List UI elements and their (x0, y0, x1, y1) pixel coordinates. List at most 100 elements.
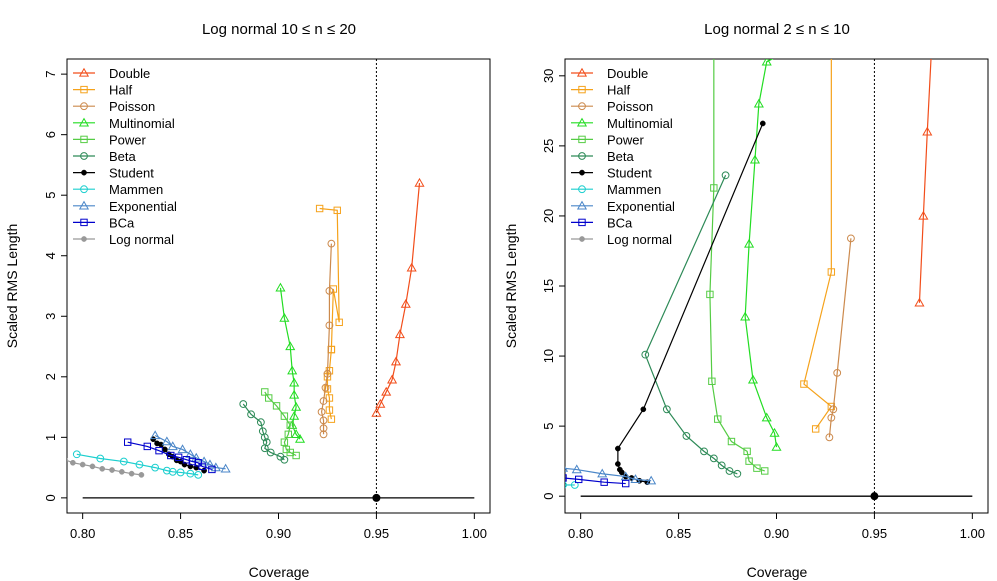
point-multinomial (294, 433, 306, 443)
point-beta (256, 418, 265, 427)
legend-marker (576, 200, 588, 210)
series-line-poisson (828, 238, 852, 438)
series-line-poisson (320, 243, 332, 435)
series-power-right (706, 59, 769, 475)
chart-title-right: Log normal 2 ≤ n ≤ 10 (704, 21, 850, 38)
point-mammen (151, 463, 160, 472)
legend-item-beta: Beta (73, 149, 137, 164)
legend-item-power: Power (571, 132, 645, 147)
legend-marker (578, 152, 586, 160)
point-multinomial (285, 341, 296, 351)
point-student (615, 461, 621, 467)
x-tick-label-left: 0.80 (70, 526, 95, 541)
legend-label: Poisson (607, 99, 653, 114)
point-mammen (119, 457, 128, 466)
series-line-beta (242, 403, 285, 461)
point-beta (725, 467, 734, 475)
point-log-normal (89, 463, 96, 470)
legend-label: Poisson (109, 99, 155, 114)
y-axis-label-left: Scaled RMS Length (4, 224, 20, 349)
legend-label: Student (109, 166, 154, 181)
point-power (710, 184, 718, 192)
legend-marker (78, 67, 90, 77)
series-beta-left (239, 400, 289, 464)
legend-label: Log normal (109, 232, 174, 247)
point-log-normal (128, 470, 135, 477)
legend-item-bca: BCa (73, 215, 135, 230)
point-bca (194, 459, 202, 467)
legend-item-poisson: Poisson (571, 99, 653, 114)
legend-item-log-normal: Log normal (571, 232, 672, 247)
y-tick-label-left: 6 (43, 131, 58, 138)
point-beta (239, 400, 248, 408)
legend-label: Log normal (607, 232, 672, 247)
point-student (615, 445, 621, 452)
legend-marker (80, 85, 88, 94)
point-exponential (630, 474, 641, 484)
series-power-left (261, 388, 300, 460)
point-poisson (319, 424, 328, 433)
point-poisson (833, 368, 842, 377)
point-half (811, 425, 820, 433)
point-beta (700, 447, 708, 456)
point-double (414, 177, 425, 187)
point-double (390, 356, 402, 366)
point-exponential (161, 436, 172, 446)
point-double (394, 329, 405, 339)
x-tick-label-right: 0.95 (862, 526, 887, 541)
chart-title-left: Log normal 10 ≤ n ≤ 20 (202, 21, 356, 38)
point-power (753, 464, 761, 472)
point-mammen (96, 454, 105, 463)
point-mammen (168, 467, 177, 476)
point-power (761, 467, 769, 475)
point-multinomial (769, 427, 780, 437)
point-student (616, 466, 623, 473)
series-line-bca (127, 441, 213, 470)
point-double (371, 407, 382, 417)
plot-marks-right (565, 59, 973, 513)
legend-label: Half (109, 83, 133, 98)
x-tick-label-right: 0.90 (764, 526, 789, 541)
chart-panel-right: Log normal 2 ≤ n ≤ 10 Coverage Scaled RM… (503, 21, 989, 580)
legend-label: Beta (109, 149, 137, 164)
point-beta (262, 438, 271, 447)
point-bca (622, 479, 630, 488)
y-tick-label-left: 1 (43, 434, 58, 441)
plot-marks-left (67, 59, 475, 513)
point-log-normal (67, 457, 68, 462)
point-beta (717, 461, 726, 470)
point-bca (600, 478, 608, 486)
series-mammen-left (72, 450, 203, 479)
series-beta-right (641, 171, 742, 478)
legend-item-bca: BCa (571, 215, 633, 230)
legend-marker (80, 185, 88, 194)
legend-item-student: Student (73, 166, 154, 181)
legend-marker (80, 102, 88, 111)
point-log-normal (79, 461, 86, 468)
series-half-right (800, 59, 836, 433)
point-exponential (646, 475, 657, 485)
y-tick-label-left: 3 (43, 313, 58, 320)
point-multinomial (291, 401, 302, 411)
legend-marker (578, 85, 586, 94)
point-beta (266, 448, 275, 457)
series-line-bca (565, 477, 626, 485)
point-exponential (571, 464, 582, 474)
legend-label: Student (607, 166, 652, 181)
point-exponential (565, 466, 569, 472)
point-student (201, 467, 207, 474)
legend-item-student: Student (571, 166, 652, 181)
point-poisson (319, 430, 328, 439)
point-half (325, 406, 334, 414)
point-log-normal (70, 459, 76, 466)
series-double-right (914, 59, 933, 307)
point-mammen (186, 469, 195, 478)
series-line-power (264, 391, 297, 457)
point-half (800, 380, 808, 388)
point-multinomial (289, 410, 300, 420)
legend-item-half: Half (571, 83, 631, 98)
chart-panel-left: Log normal 10 ≤ n ≤ 20 Coverage Scaled R… (4, 21, 491, 580)
series-line-multinomial (744, 59, 778, 448)
